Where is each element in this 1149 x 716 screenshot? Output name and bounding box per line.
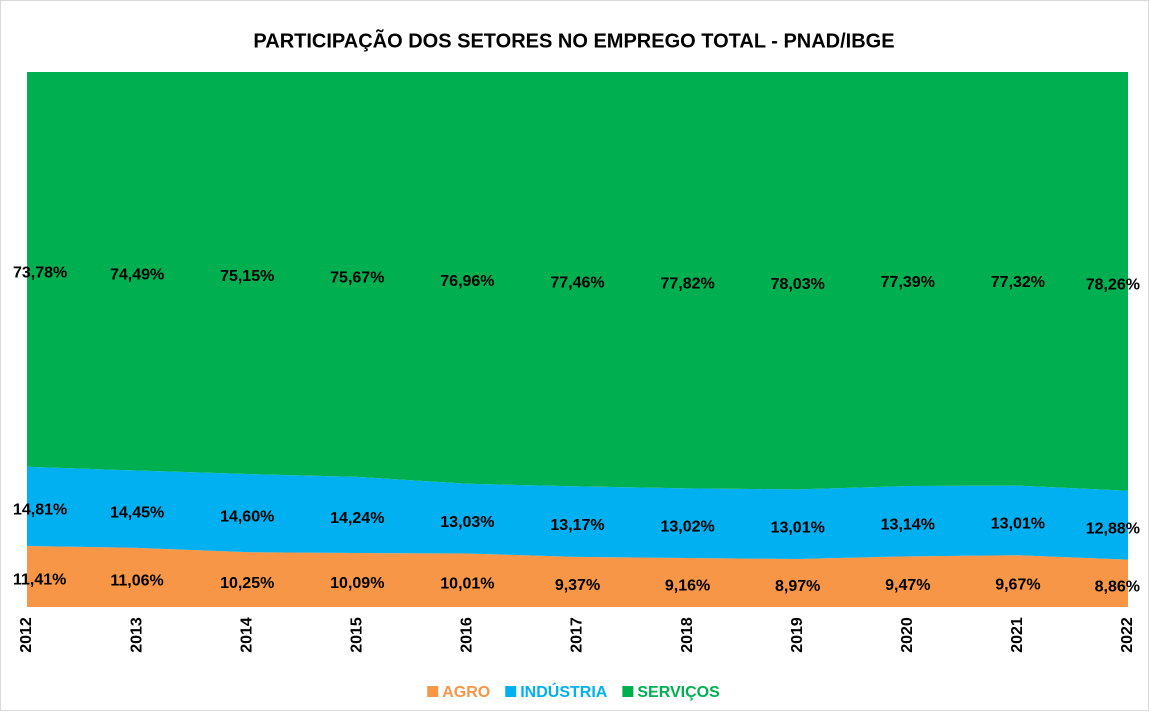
x-tick-label: 2013 (128, 617, 145, 653)
data-label: 14,81% (13, 502, 67, 519)
x-tick-label: 2017 (569, 617, 586, 653)
data-label: 14,45% (110, 504, 164, 521)
x-tick-label: 2012 (18, 617, 35, 653)
area (27, 545, 1128, 607)
data-label: 10,09% (330, 575, 384, 592)
data-label: 78,03% (771, 276, 825, 293)
data-label: 10,01% (440, 575, 494, 592)
data-label: 13,01% (991, 516, 1045, 533)
x-tick-label: 2014 (238, 617, 255, 653)
x-tick-label: 2018 (679, 617, 696, 653)
data-label: 9,47% (885, 577, 930, 594)
data-label: 9,37% (555, 577, 600, 594)
x-tick-label: 2020 (899, 617, 916, 653)
data-label: 76,96% (440, 273, 494, 290)
data-label: 13,03% (440, 514, 494, 531)
legend-label: AGRO (442, 684, 490, 701)
data-label: 14,24% (330, 510, 384, 527)
data-label: 9,67% (995, 576, 1040, 593)
x-tick-label: 2021 (1009, 617, 1026, 653)
legend-item: INDÚSTRIA (505, 682, 608, 701)
data-label: 13,14% (881, 516, 935, 533)
data-label: 75,15% (220, 268, 274, 285)
data-label: 13,01% (771, 519, 825, 536)
x-tick-label: 2016 (459, 617, 476, 653)
legend-label: SERVIÇOS (637, 684, 720, 701)
data-label: 74,49% (110, 266, 164, 283)
data-label: 11,41% (13, 572, 66, 589)
data-label: 13,02% (660, 518, 714, 535)
legend-swatch (427, 686, 439, 697)
data-label: 8,86% (1095, 579, 1140, 596)
legend-label: INDÚSTRIA (520, 682, 608, 701)
chart-title: PARTICIPAÇÃO DOS SETORES NO EMPREGO TOTA… (253, 29, 894, 52)
data-label: 77,46% (550, 274, 604, 291)
data-label: 14,60% (220, 508, 274, 525)
data-label: 11,06% (110, 573, 163, 590)
area (27, 71, 1128, 491)
data-label: 77,39% (881, 274, 935, 291)
legend-swatch (622, 686, 634, 697)
data-label: 8,97% (775, 578, 820, 595)
data-label: 13,17% (550, 517, 604, 534)
x-tick-label: 2019 (789, 617, 806, 653)
x-tick-label: 2015 (349, 617, 366, 653)
data-label: 77,32% (991, 274, 1045, 291)
legend-swatch (505, 686, 517, 697)
data-label: 75,67% (330, 270, 384, 287)
area (27, 466, 1128, 560)
data-label: 77,82% (660, 275, 714, 292)
data-label: 78,26% (1086, 277, 1140, 294)
data-label: 12,88% (1086, 520, 1140, 537)
x-tick-label: 2022 (1119, 617, 1136, 653)
data-label: 73,78% (13, 265, 67, 282)
legend-item: AGRO (427, 684, 490, 701)
legend-item: SERVIÇOS (622, 684, 720, 701)
data-label: 9,16% (665, 578, 710, 595)
data-label: 10,25% (220, 575, 274, 592)
